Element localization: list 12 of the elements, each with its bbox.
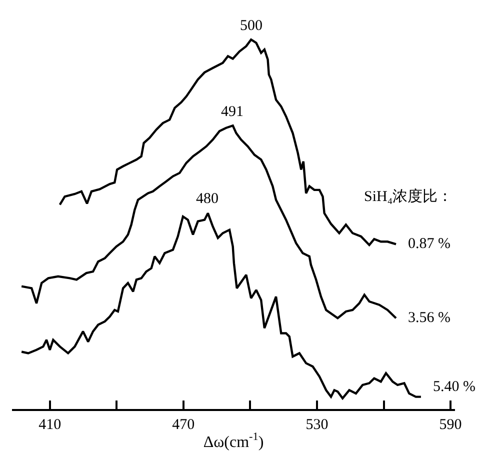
x-tick-label: 410: [38, 416, 62, 433]
legend-title: SiH₄浓度比：: [364, 188, 453, 205]
x-tick-label: 590: [439, 416, 462, 433]
annotation: 500: [240, 18, 262, 34]
series-label: 5.40 %: [433, 379, 476, 395]
series-label: 0.87 %: [408, 236, 450, 252]
x-tick-label: 530: [306, 416, 328, 433]
x-tick-label: 470: [172, 416, 195, 433]
series-label: 3.56 %: [408, 310, 450, 326]
x-axis-title: Δω(cm$^{-1}$): [203, 431, 264, 451]
annotation: 491: [221, 104, 244, 120]
annotation: 480: [196, 191, 218, 207]
